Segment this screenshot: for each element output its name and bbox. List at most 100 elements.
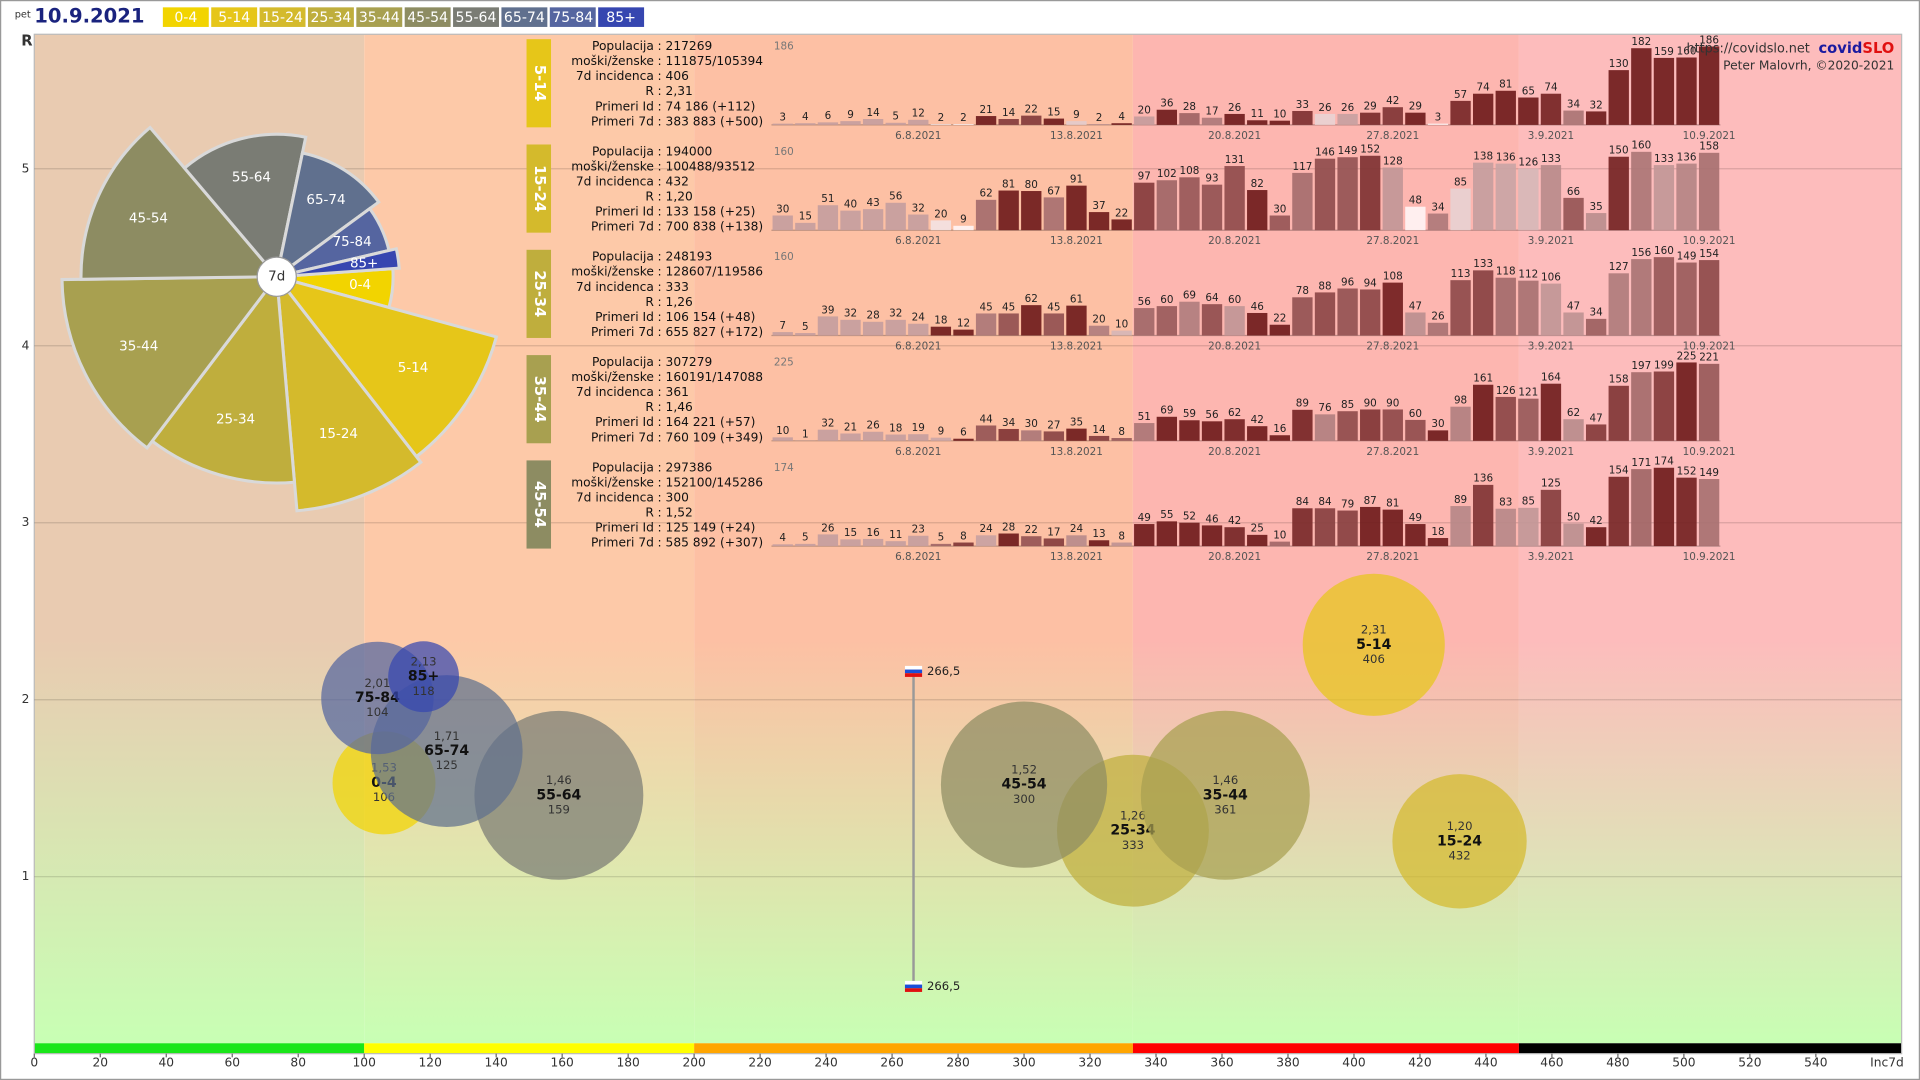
bar	[840, 539, 861, 547]
bar-value-label: 36	[1160, 98, 1173, 110]
bubble-r-label: 1,46	[1212, 773, 1238, 787]
bar-value-label: 5	[892, 111, 899, 123]
legend-swatch	[211, 7, 258, 27]
stat-label: R	[645, 84, 654, 98]
bar-value-label: 126	[1518, 156, 1538, 168]
bar-value-label: 17	[1047, 526, 1060, 538]
stat-label: moški/ženske	[571, 475, 654, 489]
legend-swatch	[162, 7, 209, 27]
bar	[1676, 163, 1697, 231]
bar	[1382, 509, 1403, 547]
bar-value-label: 67	[1047, 185, 1060, 197]
weekday: pet	[15, 10, 31, 21]
stat-label: Populacija	[592, 460, 654, 474]
bubble-name: 15-24	[1437, 833, 1482, 849]
x-tick-label: 20.8.2021	[1208, 446, 1261, 458]
annotation-label: 266,5	[927, 979, 960, 993]
bar	[1088, 435, 1110, 441]
x-tick-label: 240	[814, 1055, 837, 1069]
bar-value-label: 66	[1567, 186, 1580, 198]
x-tick-label: 6.8.2021	[895, 235, 941, 247]
site-url: https://covidslo.net	[1686, 41, 1809, 56]
stat-value: : 111875/105394	[658, 54, 764, 68]
polar-sector	[274, 151, 381, 281]
bar	[1224, 113, 1245, 125]
bar	[1382, 107, 1403, 125]
bar	[1360, 506, 1381, 547]
bar-value-label: 26	[821, 522, 834, 534]
stat-label: Primeri 7d	[591, 220, 654, 234]
panel-title: 45-54	[531, 481, 548, 528]
bar	[1653, 257, 1675, 336]
bar	[885, 202, 906, 231]
y-tick-label: 3	[22, 515, 30, 529]
bubble-name: 85+	[408, 669, 439, 685]
x-tick-label: 280	[946, 1055, 969, 1069]
bar-value-label: 44	[979, 413, 993, 425]
bar	[908, 535, 929, 547]
bar-value-label: 62	[1567, 407, 1580, 419]
bar-value-label: 22	[1025, 104, 1038, 116]
bar	[1495, 163, 1516, 231]
bar-value-label: 7	[779, 320, 786, 332]
bar-value-label: 22	[1273, 313, 1286, 325]
legend-swatch	[404, 7, 451, 27]
bar	[772, 215, 793, 231]
bar-value-label: 64	[1205, 292, 1219, 304]
bar-value-label: 28	[1002, 521, 1015, 533]
bar-value-label: 27	[1047, 419, 1060, 431]
legend-label: 0-4	[174, 10, 197, 26]
x-tick-label: 120	[419, 1055, 442, 1069]
bar-value-label: 164	[1541, 372, 1561, 384]
bar	[1156, 306, 1178, 336]
bar-value-label: 91	[1070, 174, 1083, 186]
bar	[840, 210, 861, 231]
bar	[1269, 120, 1290, 125]
stat-label: moški/ženske	[571, 54, 654, 68]
bubble	[940, 701, 1108, 868]
stat-value: : 217269	[658, 39, 713, 53]
panel-badge	[526, 355, 552, 444]
x-tick-label: 300	[1012, 1055, 1035, 1069]
x-tick-label: 10.9.2021	[1683, 551, 1736, 563]
bar-value-label: 59	[1183, 408, 1196, 420]
bar-value-label: 17	[1205, 106, 1218, 118]
bar	[1337, 510, 1358, 547]
bar	[1021, 536, 1042, 547]
stat-label: moški/ženske	[571, 159, 654, 173]
stat-label: 7d incidenca	[576, 174, 654, 188]
legend-swatch	[453, 7, 499, 27]
bubble-r-label: 1,71	[434, 729, 460, 743]
bar	[772, 123, 793, 125]
legend-label: 5-14	[218, 10, 250, 26]
bar-value-label: 42	[1251, 414, 1264, 426]
panel-badge	[526, 249, 552, 338]
x-tick-label: 6.8.2021	[895, 130, 941, 142]
bar-value-label: 82	[1251, 178, 1264, 190]
bar-value-label: 96	[1341, 276, 1354, 288]
bar-value-label: 171	[1631, 457, 1651, 469]
bar-value-label: 57	[1454, 89, 1467, 101]
bar	[1156, 416, 1178, 441]
bar-value-label: 35	[1070, 417, 1083, 429]
stat-label: 7d incidenca	[576, 69, 654, 83]
bar	[930, 124, 952, 125]
x-tick-label: 60	[224, 1055, 240, 1069]
bar-value-label: 26	[1341, 102, 1354, 114]
bar-value-label: 9	[960, 214, 967, 226]
flag-stripe	[904, 673, 923, 677]
x-tick-label: 500	[1672, 1055, 1695, 1069]
stat-value: : 106 154 (+48)	[658, 310, 756, 324]
stat-value: : 100488/93512	[658, 159, 756, 173]
age-panel: 15-24 Populacija: 194000 moški/ženske: 100…	[526, 140, 1736, 247]
bar	[840, 121, 861, 125]
bar-value-label: 85	[1522, 496, 1535, 508]
bubble-name: 5-14	[1356, 637, 1391, 653]
bar-value-label: 160	[1654, 245, 1674, 257]
x-tick-label: 27.8.2021	[1366, 130, 1419, 142]
bar	[953, 438, 974, 441]
legend-label: 15-24	[262, 10, 303, 26]
bubble	[1392, 774, 1527, 909]
bar	[1360, 289, 1381, 336]
